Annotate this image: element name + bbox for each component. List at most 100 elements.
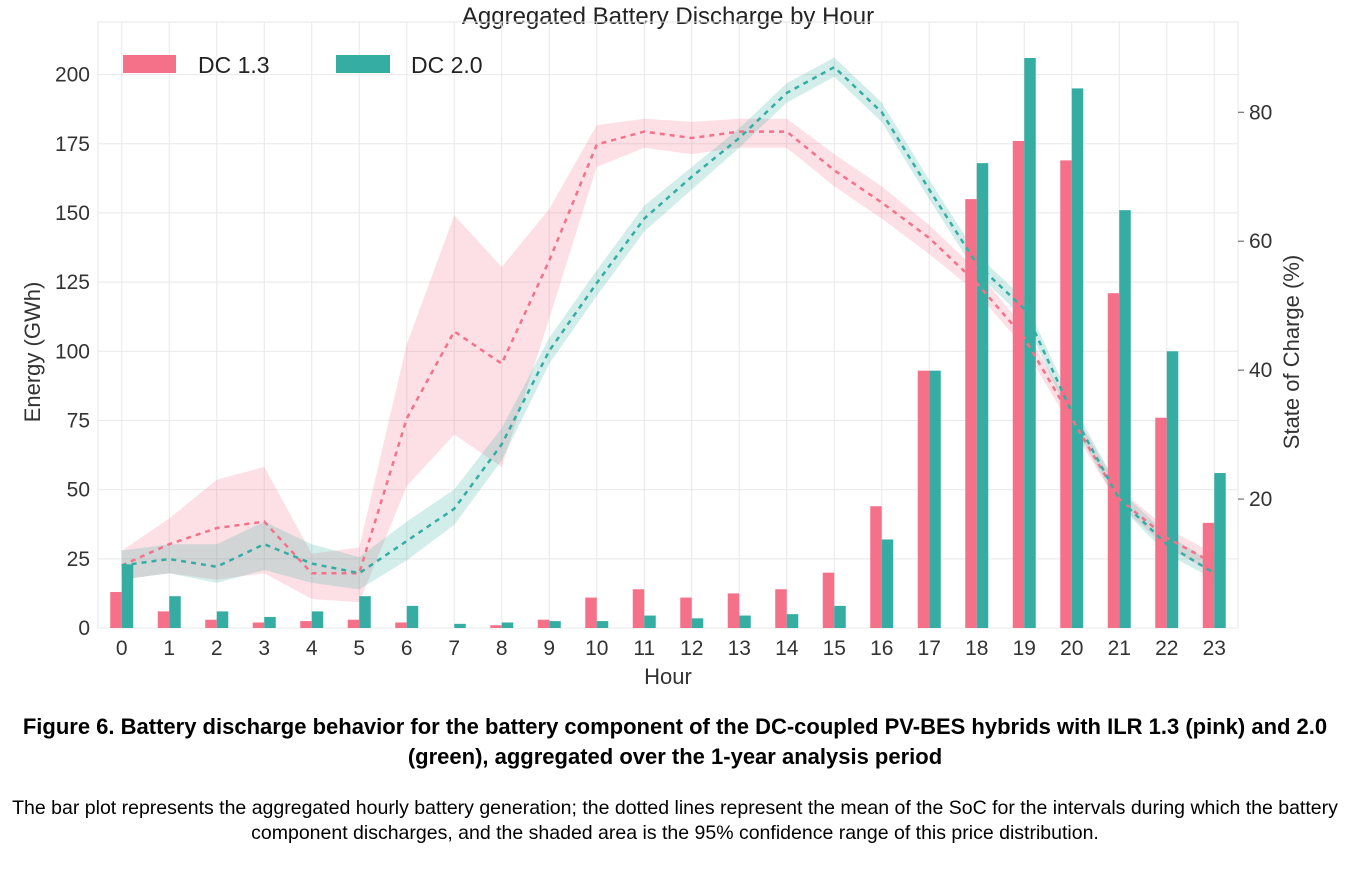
y-tick-label: 125	[55, 271, 90, 294]
bar-dc13	[157, 611, 170, 628]
y-axis-label: Energy (GWh)	[20, 282, 45, 423]
bar-dc13	[300, 621, 312, 628]
legend-label-dc20: DC 2.0	[411, 52, 483, 78]
bar-dc13	[870, 506, 882, 628]
soc-band-dc13	[121, 118, 1215, 603]
y-tick-label: 75	[67, 409, 90, 432]
x-tick-label: 13	[728, 637, 751, 660]
y-tick-label: 100	[55, 340, 90, 363]
bar-dc20	[976, 163, 989, 628]
bar-dc13	[727, 593, 740, 628]
x-tick-label: 18	[965, 637, 988, 660]
soc-mean-lines	[121, 65, 1215, 575]
x-tick-label: 15	[823, 637, 846, 660]
x-tick-label: 1	[163, 637, 175, 660]
grid	[97, 21, 1239, 629]
x-tick-label: 20	[1060, 637, 1083, 660]
x-tick-label: 0	[116, 637, 128, 660]
bar-dc20	[121, 564, 134, 628]
bar-dc13	[965, 199, 977, 628]
x-tick-label: 11	[633, 637, 655, 660]
bar-dc20	[786, 614, 799, 628]
bar-dc20	[1024, 57, 1036, 629]
bar-dc20	[454, 623, 466, 628]
bar-dc20	[1071, 88, 1084, 629]
figure-caption-title: Figure 6. Battery discharge behavior for…	[22, 714, 1328, 769]
x-tick-label: 3	[258, 637, 270, 660]
x-tick-label: 8	[496, 637, 508, 660]
chart-title: Aggregated Battery Discharge by Hour	[462, 3, 874, 30]
y-right-tick-label: 20	[1249, 488, 1272, 511]
bar-dc20	[834, 605, 846, 628]
bar-dc20	[549, 621, 561, 628]
bar-dc13	[1012, 140, 1025, 628]
legend-swatch-dc13	[123, 55, 176, 73]
x-tick-label: 9	[543, 637, 555, 660]
y-axis-right-label: State of Charge (%)	[1279, 255, 1304, 449]
x-tick-label: 5	[353, 637, 365, 660]
x-tick-label: 21	[1108, 637, 1131, 660]
x-tick-label: 17	[918, 637, 941, 660]
bar-dc20	[501, 622, 514, 628]
y-tick-label: 175	[55, 133, 90, 156]
y-tick-label: 0	[78, 617, 90, 640]
bar-dc13	[537, 619, 550, 628]
soc-confidence-bands	[121, 57, 1215, 603]
bar-dc20	[359, 596, 371, 628]
x-tick-label: 2	[211, 637, 223, 660]
y-right-tick-label: 40	[1249, 359, 1272, 382]
battery-discharge-chart: Aggregated Battery Discharge by Hour 025…	[20, 3, 1304, 689]
bar-dc13	[347, 619, 360, 628]
x-tick-label: 6	[401, 637, 413, 660]
figure-caption-body: The bar plot represents the aggregated h…	[12, 797, 1338, 844]
x-tick-label: 14	[775, 637, 799, 660]
legend: DC 1.3 DC 2.0	[123, 52, 483, 78]
bar-dc20	[311, 611, 324, 628]
x-tick-label: 12	[680, 637, 703, 660]
bar-dc20	[644, 615, 656, 628]
bars	[110, 57, 1226, 629]
legend-swatch-dc20	[336, 55, 390, 73]
bar-dc20	[596, 621, 609, 628]
bar-dc20	[881, 539, 894, 628]
bar-dc20	[169, 596, 181, 628]
bar-dc13	[917, 370, 930, 628]
x-tick-label: 16	[870, 637, 893, 660]
bar-dc13	[680, 597, 692, 628]
y-right-tick-label: 60	[1249, 230, 1272, 253]
x-tick-label: 23	[1203, 637, 1226, 660]
bar-dc13	[1060, 160, 1072, 628]
y-tick-label: 25	[67, 548, 90, 571]
bar-dc13	[822, 572, 835, 628]
bar-dc20	[1119, 210, 1131, 629]
bar-dc20	[929, 370, 941, 628]
x-tick-label: 4	[306, 637, 318, 660]
bar-dc13	[632, 589, 645, 628]
bar-dc13	[1202, 522, 1215, 628]
bar-dc13	[110, 592, 122, 628]
x-tick-label: 7	[448, 637, 460, 660]
bar-dc20	[691, 618, 704, 628]
bar-dc13	[252, 622, 265, 628]
x-tick-label: 19	[1013, 637, 1036, 660]
bar-dc20	[216, 611, 229, 628]
soc-mean-line-dc20	[121, 65, 1215, 575]
bar-dc20	[739, 615, 751, 628]
bar-dc13	[490, 625, 502, 628]
bar-dc20	[264, 616, 276, 628]
x-tick-label: 22	[1155, 637, 1178, 660]
bar-dc13	[205, 619, 217, 628]
bar-dc13	[775, 589, 787, 628]
bar-dc13	[585, 597, 597, 628]
y-tick-label: 150	[55, 202, 90, 225]
y-tick-label: 200	[55, 64, 90, 87]
bar-dc13	[1155, 417, 1167, 628]
x-tick-label: 10	[585, 637, 608, 660]
y-tick-label: 50	[67, 479, 90, 502]
bar-dc20	[406, 605, 419, 628]
x-axis-label: Hour	[644, 664, 692, 689]
legend-label-dc13: DC 1.3	[198, 52, 270, 78]
bar-dc20	[1166, 351, 1179, 628]
bar-dc13	[1107, 293, 1120, 628]
